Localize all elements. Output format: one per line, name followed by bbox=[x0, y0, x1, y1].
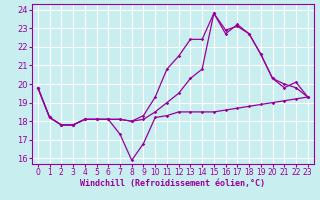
X-axis label: Windchill (Refroidissement éolien,°C): Windchill (Refroidissement éolien,°C) bbox=[80, 179, 265, 188]
